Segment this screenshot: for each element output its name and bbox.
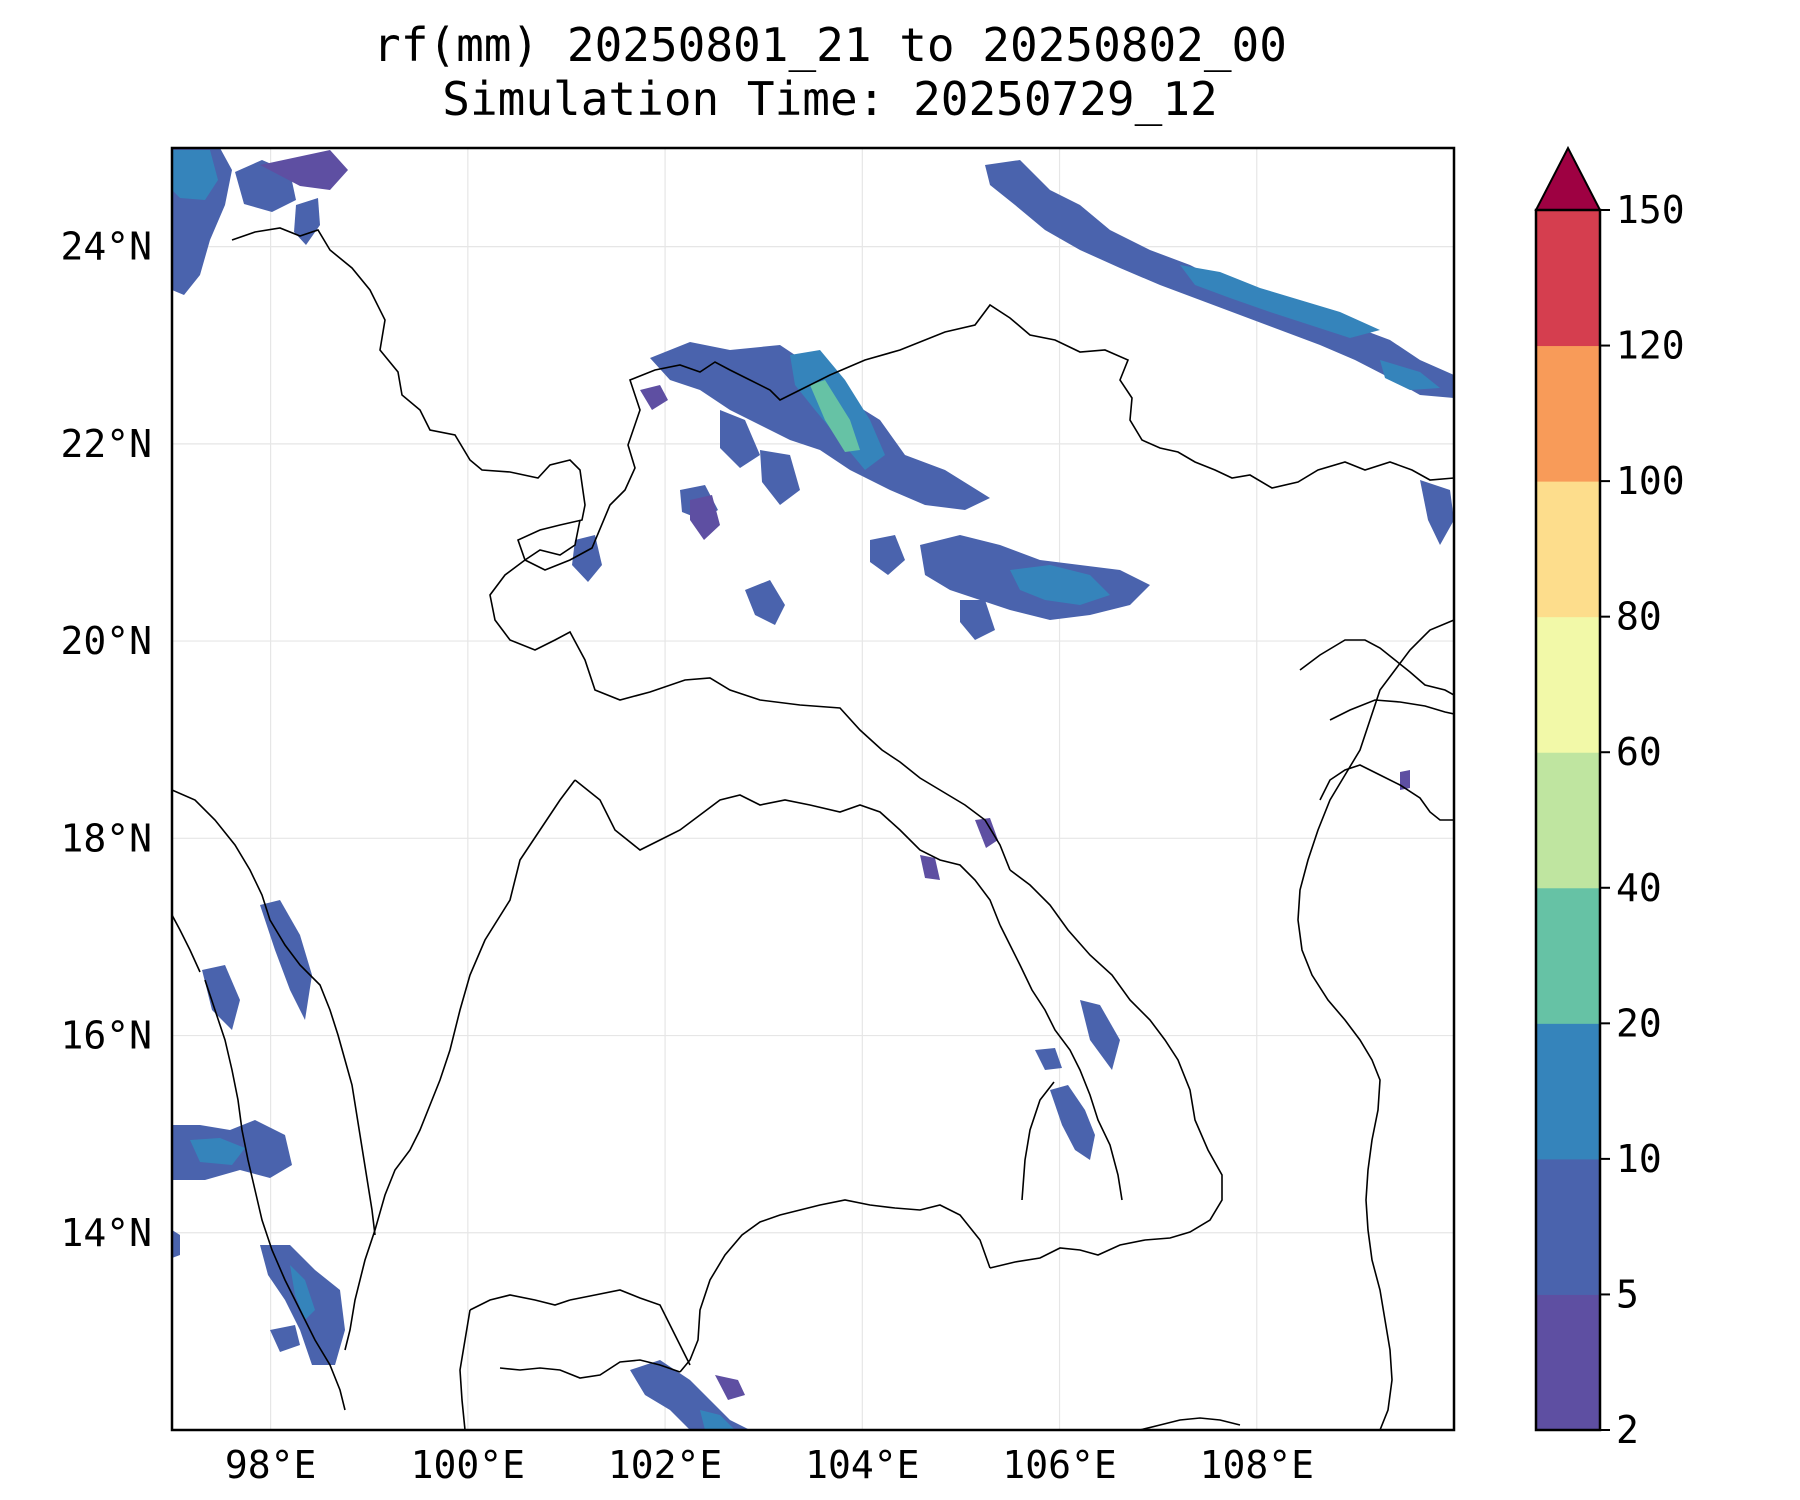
x-tick-label: 108°E [1200,1443,1314,1487]
rain-area [1380,360,1440,390]
colorbar-label: 100 [1616,459,1685,503]
rain-area [960,600,995,640]
rainfall-contours [172,148,1454,1430]
y-tick-label: 16°N [60,1014,152,1058]
colorbar-frame [1534,208,1602,1432]
rain-area [1400,770,1410,790]
rain-area [985,160,1454,398]
colorbar-swatch [1536,1158,1600,1295]
colorbar-swatch [1536,345,1600,482]
colorbar-label: 5 [1616,1272,1639,1316]
rain-area [202,965,240,1030]
x-tick-label: 106°E [1002,1443,1116,1487]
colorbar-swatch [1536,616,1600,753]
y-axis: 14°N 16°N 18°N 20°N 22°N 24°N [60,225,152,1255]
colorbar-extend-arrow [1534,145,1602,211]
border-line [499,1359,681,1379]
border-line [204,979,346,1411]
colorbar-label: 10 [1616,1137,1662,1181]
colorbar-label: 120 [1616,324,1685,368]
border-line [489,519,1011,871]
gridlines [172,148,1454,1430]
rain-area [975,818,998,848]
border-line [231,227,1454,571]
border-line [999,924,1123,1201]
rain-area [870,535,905,575]
border-line [469,1294,571,1311]
border-line [574,779,1001,926]
border-line [1329,699,1454,721]
x-axis: 98°E 100°E 102°E 104°E 106°E 108°E [225,1443,1314,1487]
rain-area [715,1375,745,1400]
rain-area [1080,1000,1120,1070]
colorbar-swatch [1536,887,1600,1024]
rain-area [720,410,760,468]
rain-area [630,1360,750,1430]
border-line [989,869,1223,1269]
rain-area [572,535,602,582]
rain-area [260,150,348,190]
rain-area [1180,265,1380,338]
rain-area [1050,1085,1095,1160]
rain-area [190,1138,245,1165]
border-line [1021,1081,1055,1201]
title-line-1: rf(mm) 20250801_21 to 20250802_00 [373,18,1287,72]
border-line [172,789,376,1236]
rain-area [650,342,990,510]
border-line [1319,764,1454,821]
rain-area [760,450,800,505]
country-borders [172,227,1454,1430]
colorbar-label: 2 [1616,1408,1639,1452]
rain-area [700,1410,735,1430]
colorbar-swatch [1536,210,1600,347]
map-title: rf(mm) 20250801_21 to 20250802_00 Simula… [0,18,1660,126]
border-line [569,1289,691,1366]
rain-area [172,1230,180,1258]
rain-area [920,855,940,880]
x-tick-label: 104°E [805,1443,919,1487]
rain-area [810,380,860,452]
rain-area [1010,565,1110,605]
colorbar-label: 60 [1616,730,1662,774]
colorbar-swatch [1536,481,1600,618]
y-tick-label: 22°N [60,422,152,466]
colorbar-label: 40 [1616,866,1662,910]
rain-area [294,198,320,245]
border-line [1139,1417,1241,1430]
x-tick-label: 102°E [608,1443,722,1487]
colorbar-swatch [1536,1023,1600,1160]
y-tick-label: 24°N [60,225,152,269]
border-line [1297,619,1454,1430]
rain-area [270,1325,300,1352]
rain-area [1035,1048,1062,1070]
border-line [679,1199,991,1373]
border-line [1299,639,1454,696]
rain-area [260,900,312,1020]
rain-area [745,580,785,625]
title-line-2: Simulation Time: 20250729_12 [442,72,1218,126]
border-line [344,779,576,1351]
rain-area [640,385,668,410]
colorbar-label: 80 [1616,595,1662,639]
colorbar-swatch [1536,752,1600,889]
colorbar-label: 20 [1616,1001,1662,1045]
x-tick-label: 98°E [225,1443,317,1487]
x-tick-label: 100°E [411,1443,525,1487]
rain-area [690,495,720,540]
plot-frame [170,146,1456,1432]
border-line [459,1309,471,1430]
colorbar: 2 5 10 20 40 60 80 100 120 150 [1534,145,1685,1452]
y-tick-label: 14°N [60,1211,152,1255]
rain-area [172,150,218,200]
rain-area [290,1265,315,1320]
y-tick-label: 18°N [60,816,152,860]
rain-area [1420,480,1454,545]
colorbar-label: 150 [1616,188,1685,232]
colorbar-swatch [1536,1294,1600,1431]
border-line [172,914,201,973]
y-tick-label: 20°N [60,619,152,663]
